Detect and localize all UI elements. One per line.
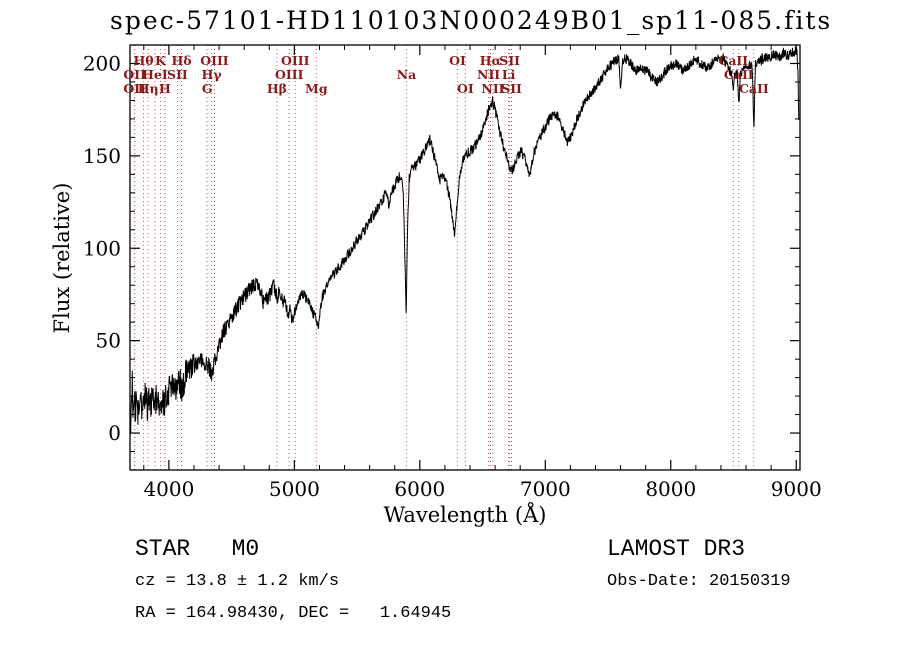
x-tick-label: 5000 xyxy=(269,477,320,501)
spectrum-line xyxy=(130,46,800,433)
x-tick-label: 6000 xyxy=(394,477,445,501)
spectral-line-label: Li xyxy=(502,67,516,82)
spectral-line-label: CaII xyxy=(718,53,748,68)
x-tick-label: 8000 xyxy=(645,477,696,501)
y-tick-label: 100 xyxy=(83,236,121,260)
plot-title: spec-57101-HD110103N000249B01_sp11-085.f… xyxy=(110,6,833,35)
spectral-line-label: OIII xyxy=(200,53,229,68)
spectral-line-label: NII xyxy=(481,81,504,96)
spectral-line-label: OIII xyxy=(281,53,310,68)
spectral-line-label: Hγ xyxy=(202,67,223,82)
x-tick-label: 7000 xyxy=(520,477,571,501)
y-tick-label: 200 xyxy=(83,51,121,75)
spectral-line-label: OIII xyxy=(275,67,304,82)
x-tick-label: 9000 xyxy=(771,477,822,501)
spectral-line-label: Hα xyxy=(480,53,502,68)
survey-release-annotation: LAMOST DR3 xyxy=(607,536,746,562)
spectral-line-label: Hη xyxy=(138,81,159,96)
plot-frame xyxy=(129,44,801,471)
spectral-line-label: H xyxy=(159,81,171,96)
ra-dec-annotation: RA = 164.98430, DEC = 1.64945 xyxy=(135,604,452,623)
spectral-line-label: OII xyxy=(123,81,146,96)
spectral-line-label: CaII xyxy=(724,67,754,82)
spectral-line-label: K xyxy=(155,53,167,68)
spectral-line-label: NII xyxy=(477,67,500,82)
spectral-line-label: SII xyxy=(499,53,520,68)
spectral-line-label: SII xyxy=(167,67,188,82)
spectral-line-label: Hθ xyxy=(133,53,153,68)
x-axis-label: Wavelength (Å) xyxy=(383,503,547,527)
y-tick-label: 50 xyxy=(96,329,121,353)
spectral-line-label: Na xyxy=(397,67,417,82)
spectral-line-label: Hβ xyxy=(267,81,287,96)
spectral-line-label: G xyxy=(202,81,213,96)
spectral-line-label: OII xyxy=(123,67,146,82)
spectral-line-label: CaII xyxy=(739,81,769,96)
object-class-annotation: STAR M0 xyxy=(135,536,260,562)
obs-date-annotation: Obs-Date: 20150319 xyxy=(607,572,791,591)
spectral-line-label: Hδ xyxy=(171,53,191,68)
cz-velocity-annotation: cz = 13.8 ± 1.2 km/s xyxy=(135,572,340,591)
spectral-line-label: Mg xyxy=(305,81,328,96)
x-tick-label: 4000 xyxy=(143,477,194,501)
y-tick-label: 150 xyxy=(83,144,121,168)
y-tick-label: 0 xyxy=(108,421,121,445)
spectral-line-label: OI xyxy=(449,53,466,68)
spectral-line-label: OI xyxy=(457,81,474,96)
spectral-line-label: HeI xyxy=(142,67,168,82)
spectral-line-label: SII xyxy=(501,81,522,96)
